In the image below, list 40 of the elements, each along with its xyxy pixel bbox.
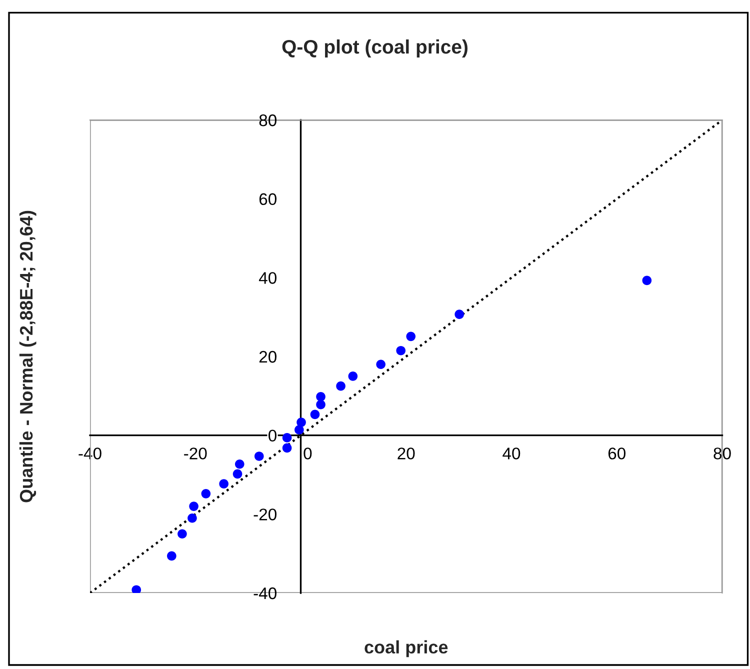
point bbox=[201, 489, 211, 498]
point bbox=[282, 443, 292, 453]
point bbox=[376, 360, 386, 370]
chart-title: Q-Q plot (coal price) bbox=[282, 39, 468, 58]
point bbox=[316, 392, 326, 402]
x-axis-title: coal price bbox=[364, 640, 448, 658]
y-tick-label: 40 bbox=[258, 272, 276, 284]
y-tick-label: 0 bbox=[268, 430, 276, 442]
x-tick-label: 60 bbox=[608, 448, 626, 460]
point bbox=[296, 418, 306, 427]
point bbox=[232, 469, 242, 479]
point bbox=[234, 459, 244, 469]
point bbox=[167, 551, 176, 561]
x-tick-label: 20 bbox=[398, 448, 415, 460]
point bbox=[336, 381, 346, 391]
y-tick-label: 60 bbox=[259, 193, 276, 206]
y-tick-label: -20 bbox=[254, 508, 276, 520]
point bbox=[219, 479, 228, 488]
point bbox=[396, 346, 406, 356]
point bbox=[454, 310, 464, 319]
point bbox=[406, 332, 416, 342]
point bbox=[178, 529, 187, 539]
y-tick-label: 20 bbox=[259, 350, 276, 363]
x-tick-label: 80 bbox=[714, 448, 731, 460]
y-tick-label: 80 bbox=[259, 114, 276, 126]
point bbox=[282, 433, 292, 442]
point bbox=[316, 400, 326, 410]
y-axis-title: Quantile - Normal (-2,88E-4; 20,64) bbox=[19, 210, 36, 502]
point bbox=[132, 585, 142, 593]
point bbox=[294, 425, 304, 434]
point bbox=[254, 452, 264, 461]
point bbox=[188, 513, 197, 523]
point bbox=[642, 276, 652, 286]
point bbox=[348, 372, 358, 381]
x-tick-label: -20 bbox=[184, 448, 207, 460]
point bbox=[189, 502, 198, 511]
y-tick-label: -40 bbox=[254, 587, 276, 600]
x-tick-label: 40 bbox=[502, 448, 520, 460]
x-tick-label: 0 bbox=[304, 448, 312, 460]
point bbox=[310, 410, 320, 420]
